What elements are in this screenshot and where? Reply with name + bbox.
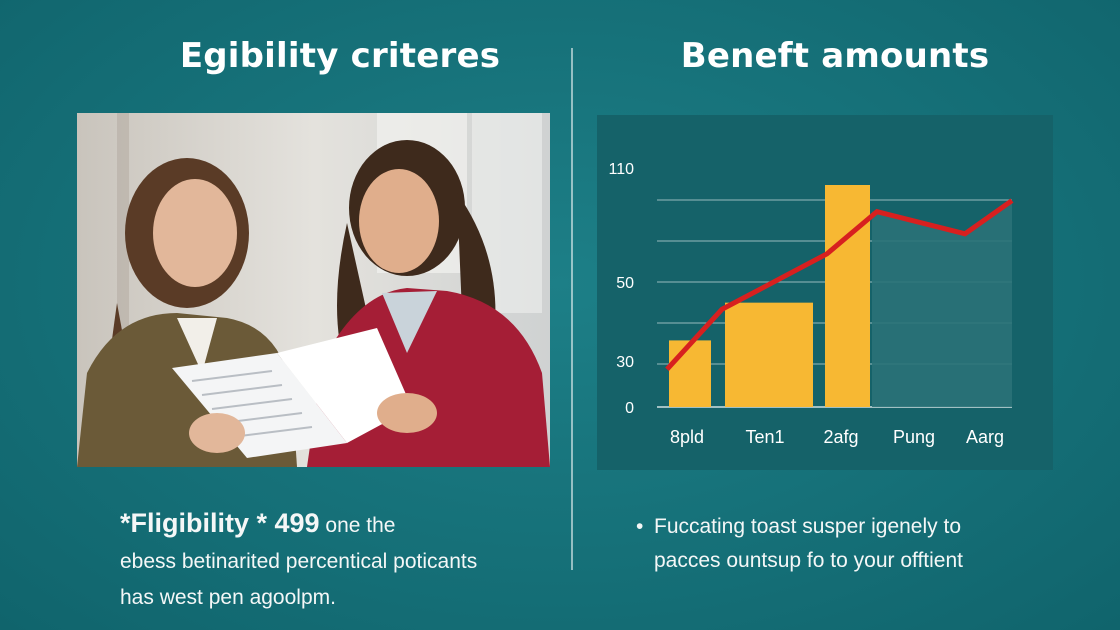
bar-2afg xyxy=(825,185,870,407)
y-tick-label: 30 xyxy=(616,354,634,371)
benefit-chart: 0 30 50 110 8pld Ten1 2afg Pung Aarg xyxy=(608,161,1014,447)
eligibility-lead: *Fligibility * 4 xyxy=(120,508,290,538)
benefit-chart-panel: 0 30 50 110 8pld Ten1 2afg Pung Aarg xyxy=(597,115,1053,470)
benefit-line2: pacces ountsup fo to your offtient xyxy=(654,549,963,572)
bar-step xyxy=(725,302,813,407)
x-tick-label-8pld: 8pld xyxy=(670,427,704,447)
x-tick-label-Aarg: Aarg xyxy=(966,427,1004,447)
eligibility-line1-rest: one the xyxy=(319,514,396,537)
trend-line xyxy=(665,198,1014,371)
x-tick-label-2afg: 2afg xyxy=(823,427,858,447)
bullet-dot: • xyxy=(636,515,644,538)
eligibility-lead-number: 99 xyxy=(289,508,320,538)
benefit-title: Beneft amounts xyxy=(680,36,990,76)
eligibility-description: *Fligibility * 499 one the ebess betinar… xyxy=(120,505,560,616)
eligibility-title: Egibility criteres xyxy=(179,36,501,76)
x-tick-label-Pung: Pung xyxy=(893,427,935,447)
x-tick-label-Ten1: Ten1 xyxy=(745,427,784,447)
bar-8pld xyxy=(669,340,711,407)
eligibility-line2: ebess betinarited percentical poticants xyxy=(120,550,478,573)
people-reviewing-document-photo xyxy=(77,113,550,467)
y-tick-label: 110 xyxy=(608,161,634,178)
eligibility-line3: has west pen agoolpm. xyxy=(120,586,336,609)
benefit-description: • Fuccating toast susper igenely to pacce… xyxy=(636,510,1066,578)
center-divider xyxy=(571,48,573,570)
y-tick-label: 0 xyxy=(625,400,634,417)
line-area-fill xyxy=(872,200,1012,407)
benefit-line1: Fuccating toast susper igenely to xyxy=(654,515,962,538)
y-tick-label: 50 xyxy=(616,275,634,292)
